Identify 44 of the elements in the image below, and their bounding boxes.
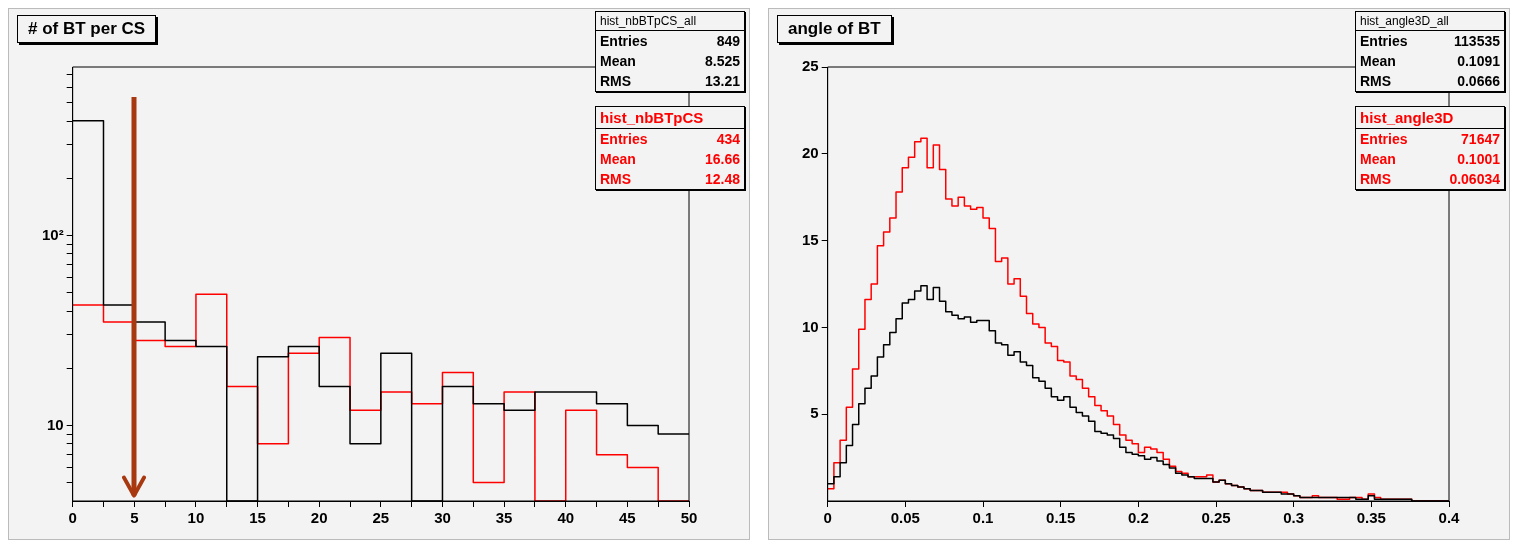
text: Entries 113535 [1360, 33, 1500, 49]
x-tick-label: 0.15 [1046, 509, 1076, 527]
text: RMS 0.0666 [1360, 73, 1500, 89]
x-tick-label: 0.25 [1201, 509, 1231, 527]
x-tick-label: 40 [557, 509, 575, 527]
y-tick-label: 5 [810, 404, 819, 422]
x-tick-label: 25 [372, 509, 390, 527]
text: hist_angle3D [1356, 107, 1504, 129]
chart-title: angle of BT [777, 15, 892, 43]
x-tick-label: 35 [495, 509, 513, 527]
x-tick-label: 0.05 [890, 509, 920, 527]
x-tick-label: 0.3 [1283, 509, 1305, 527]
text: RMS 12.48 [600, 171, 740, 187]
text: Mean 0.1001 [1360, 151, 1500, 167]
text: hist_angle3D_all [1356, 12, 1504, 31]
x-tick-label: 0.2 [1127, 509, 1149, 527]
y-tick-label: 25 [802, 57, 819, 75]
text: Entries 849 [600, 33, 740, 49]
text: hist_nbBTpCS_all [596, 12, 744, 31]
text: RMS 13.21 [600, 73, 740, 89]
chart-title: # of BT per CS [17, 15, 157, 43]
x-tick-label: 0 [68, 509, 77, 527]
text: Mean 0.1091 [1360, 53, 1500, 69]
x-tick-label: 0.4 [1438, 509, 1461, 527]
x-tick-label: 20 [310, 509, 328, 527]
x-tick-label: 15 [249, 509, 266, 527]
x-tick-label: 0.1 [972, 509, 994, 527]
x-tick-label: 0.35 [1356, 509, 1386, 527]
x-tick-label: 10 [187, 509, 205, 527]
x-tick-label: 5 [130, 509, 139, 527]
y-tick-label: 10 [802, 317, 819, 335]
x-tick-label: 30 [434, 509, 451, 527]
y-tick-label: 20 [802, 143, 819, 161]
x-tick-label: 50 [680, 509, 698, 527]
text: Mean 16.66 [600, 151, 740, 167]
y-tick-label: 15 [802, 230, 819, 248]
text: hist_nbBTpCS [596, 107, 744, 129]
x-tick-label: 0 [823, 509, 832, 527]
x-tick-label: 45 [619, 509, 636, 527]
y-tick-label: 10² [41, 225, 64, 243]
text: Mean 8.525 [600, 53, 740, 69]
text: RMS 0.06034 [1360, 171, 1500, 187]
text: Entries 434 [600, 131, 740, 147]
text: Entries 71647 [1360, 131, 1500, 147]
